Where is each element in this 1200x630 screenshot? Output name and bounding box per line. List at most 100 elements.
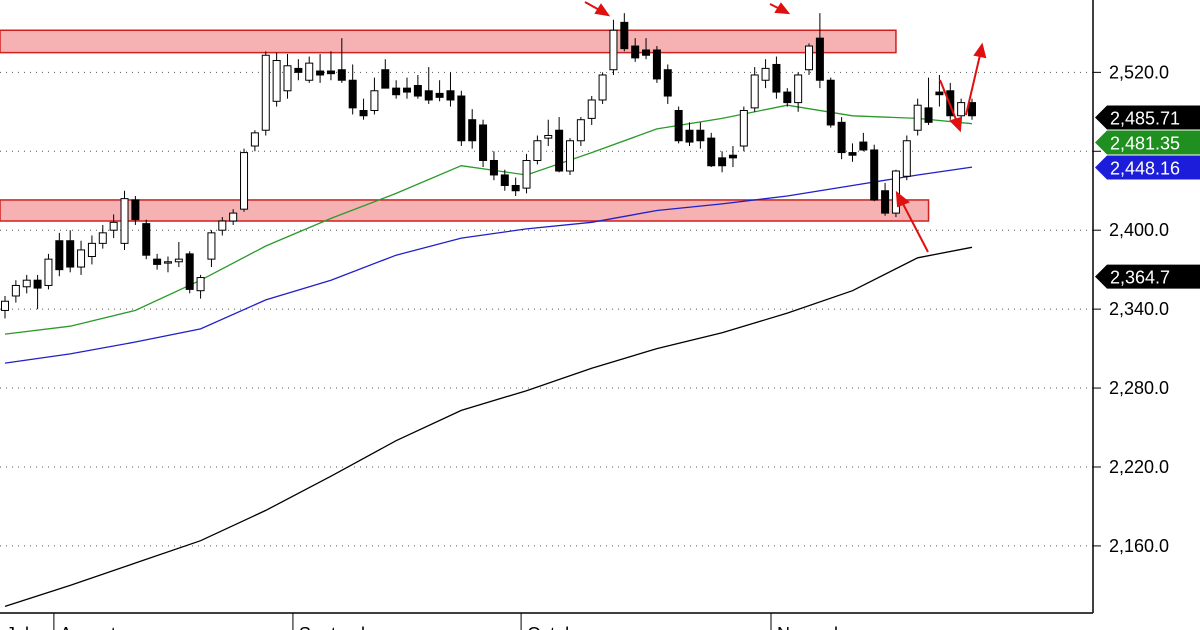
- candle-body: [424, 90, 433, 101]
- arrow: [901, 201, 929, 253]
- candle-body: [500, 174, 509, 186]
- candle-body: [533, 140, 542, 161]
- x-tick-label: Jul: [6, 624, 29, 630]
- y-tick-label: 2,220.0: [1109, 457, 1169, 477]
- candle-body: [913, 104, 922, 131]
- candle-body: [392, 87, 401, 96]
- y-tick-label: 2,340.0: [1109, 299, 1169, 319]
- candle-body: [435, 92, 444, 98]
- y-tick-label: 2,280.0: [1109, 378, 1169, 398]
- price-tag-box: [1095, 155, 1200, 180]
- candle-body: [174, 258, 183, 263]
- candle-body: [511, 184, 520, 192]
- candle-body: [576, 119, 585, 142]
- candle-body: [142, 223, 151, 256]
- candle-body: [261, 54, 270, 131]
- candle-body: [77, 249, 86, 268]
- candle-body: [370, 90, 379, 111]
- candle-body: [457, 95, 466, 142]
- moving-average-line: [4, 166, 973, 364]
- candle-body: [728, 154, 737, 159]
- candle-body: [859, 141, 868, 151]
- candle-body: [153, 258, 162, 265]
- candle-body: [783, 91, 792, 104]
- price-tag-label: 2,481.35: [1110, 133, 1180, 153]
- x-tick-label: November: [777, 624, 860, 630]
- candle-body: [924, 107, 933, 123]
- candle-body: [848, 152, 857, 156]
- candle-body: [337, 69, 346, 81]
- candle-body: [272, 60, 281, 102]
- candle-body: [196, 277, 205, 292]
- candle-body: [305, 62, 314, 81]
- arrow: [939, 79, 958, 123]
- arrow-head: [895, 190, 910, 208]
- candle-body: [294, 67, 303, 73]
- candle-body: [968, 102, 976, 117]
- candle-body: [1, 300, 9, 311]
- candle-body: [44, 258, 53, 286]
- price-tag-box: [1095, 130, 1200, 155]
- candle-body: [359, 109, 368, 117]
- candle-body: [207, 232, 216, 260]
- candle-body: [348, 79, 357, 109]
- candle-body: [674, 109, 683, 142]
- candle-body: [87, 242, 96, 258]
- candle-body: [522, 159, 531, 189]
- candle-body: [326, 70, 335, 75]
- candle-body: [826, 79, 835, 126]
- candle-body: [403, 87, 412, 93]
- y-tick-label: 2,400.0: [1109, 220, 1169, 240]
- price-tag-label: 2,448.16: [1110, 158, 1180, 178]
- candle-body: [620, 21, 629, 50]
- candle-body: [413, 85, 422, 97]
- candle-body: [479, 124, 488, 161]
- candle-body: [163, 261, 172, 264]
- candle-body: [609, 29, 618, 71]
- candle-body: [120, 198, 129, 244]
- price-tag-label: 2,364.7: [1110, 268, 1170, 288]
- candle-body: [718, 157, 727, 167]
- y-tick-label: 2,520.0: [1109, 62, 1169, 82]
- arrow-head: [594, 3, 611, 17]
- price-tag-box: [1095, 105, 1200, 130]
- candle-body: [185, 253, 194, 290]
- candle-body: [66, 240, 75, 268]
- candle-body: [902, 140, 911, 177]
- candle-body: [935, 91, 944, 96]
- candle-body: [881, 190, 890, 214]
- candle-body: [565, 140, 574, 172]
- candle-body: [446, 90, 455, 101]
- candle-body: [739, 109, 748, 147]
- price-tag: 2,364.7: [1095, 264, 1200, 289]
- candle-body: [33, 279, 42, 289]
- arrow: [965, 54, 981, 116]
- candle-body: [805, 45, 814, 71]
- price-tag-box: [1095, 264, 1200, 289]
- candle-body: [381, 69, 390, 89]
- zone: [0, 29, 897, 54]
- x-tick-label: August: [60, 624, 116, 630]
- candle-body: [598, 74, 607, 101]
- candle-body: [631, 45, 640, 59]
- candle-body: [685, 129, 694, 143]
- moving-average-line: [4, 246, 973, 608]
- candle-body: [468, 119, 477, 142]
- candle-body: [22, 279, 31, 288]
- candle-body: [696, 129, 705, 142]
- candle-body: [772, 63, 781, 93]
- candle-body: [250, 132, 259, 147]
- candle-body: [555, 129, 564, 172]
- plot-area: [0, 13, 1093, 608]
- candle-body: [11, 284, 20, 297]
- price-tag: 2,481.35: [1095, 130, 1200, 155]
- candle-body: [55, 240, 64, 271]
- candle-body: [707, 137, 716, 167]
- price-tag: 2,448.16: [1095, 155, 1200, 180]
- candle-body: [957, 102, 966, 117]
- price-tag-label: 2,485.71: [1110, 108, 1180, 128]
- candle-body: [750, 74, 759, 109]
- arrow-head: [949, 116, 963, 133]
- candle-body: [815, 37, 824, 81]
- candle-body: [489, 159, 498, 176]
